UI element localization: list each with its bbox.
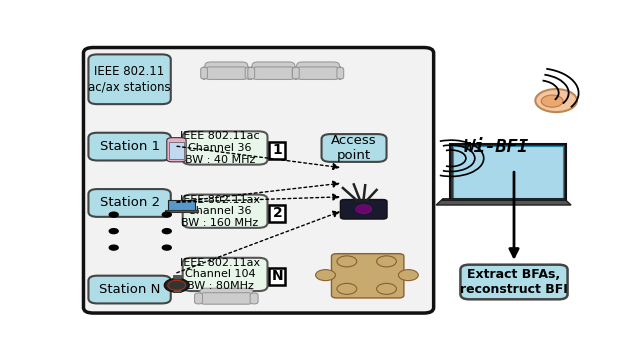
Text: IEEE 802.11ac
Channel 36
BW : 40 MHz: IEEE 802.11ac Channel 36 BW : 40 MHz — [180, 131, 260, 165]
FancyBboxPatch shape — [182, 131, 268, 165]
Polygon shape — [442, 198, 565, 200]
Text: N: N — [271, 270, 284, 283]
FancyBboxPatch shape — [269, 205, 285, 222]
Circle shape — [337, 283, 356, 295]
FancyBboxPatch shape — [340, 200, 387, 219]
Circle shape — [356, 205, 372, 213]
FancyBboxPatch shape — [205, 67, 248, 80]
FancyBboxPatch shape — [460, 265, 568, 299]
Circle shape — [337, 256, 356, 267]
Circle shape — [164, 278, 189, 292]
FancyBboxPatch shape — [195, 293, 202, 304]
Text: Access
point: Access point — [332, 134, 377, 162]
Circle shape — [535, 89, 577, 112]
FancyBboxPatch shape — [205, 62, 248, 70]
Circle shape — [163, 212, 172, 217]
Bar — [173, 275, 180, 279]
Circle shape — [376, 283, 396, 295]
FancyBboxPatch shape — [248, 67, 255, 79]
Text: Station N: Station N — [99, 283, 160, 296]
FancyBboxPatch shape — [332, 254, 404, 298]
FancyBboxPatch shape — [292, 67, 300, 79]
Circle shape — [376, 256, 396, 267]
Circle shape — [316, 270, 335, 281]
Circle shape — [109, 229, 118, 233]
Circle shape — [109, 212, 118, 217]
FancyBboxPatch shape — [88, 133, 171, 161]
Bar — [173, 288, 180, 292]
FancyBboxPatch shape — [201, 67, 207, 79]
FancyBboxPatch shape — [88, 189, 171, 217]
FancyBboxPatch shape — [297, 62, 339, 70]
FancyBboxPatch shape — [337, 67, 344, 79]
FancyBboxPatch shape — [269, 268, 285, 285]
FancyBboxPatch shape — [88, 54, 171, 104]
FancyBboxPatch shape — [83, 47, 434, 313]
Polygon shape — [436, 200, 571, 205]
FancyBboxPatch shape — [200, 288, 253, 295]
Text: 1: 1 — [273, 143, 282, 157]
FancyBboxPatch shape — [182, 258, 268, 291]
FancyBboxPatch shape — [454, 146, 563, 198]
Text: Wi-BFI: Wi-BFI — [464, 138, 529, 156]
FancyBboxPatch shape — [245, 67, 252, 79]
FancyBboxPatch shape — [269, 141, 285, 159]
FancyBboxPatch shape — [168, 200, 195, 211]
FancyBboxPatch shape — [182, 195, 268, 228]
FancyBboxPatch shape — [252, 62, 295, 70]
FancyBboxPatch shape — [450, 144, 566, 200]
Text: Station 2: Station 2 — [100, 196, 159, 210]
FancyBboxPatch shape — [88, 276, 171, 303]
FancyBboxPatch shape — [250, 293, 258, 304]
Text: Station 1: Station 1 — [100, 140, 159, 153]
FancyBboxPatch shape — [321, 134, 387, 162]
Circle shape — [163, 229, 172, 233]
Bar — [165, 210, 198, 212]
FancyBboxPatch shape — [252, 67, 295, 80]
FancyBboxPatch shape — [297, 67, 339, 80]
Circle shape — [399, 270, 419, 281]
Text: IEEE 802.11
ac/ax stations: IEEE 802.11 ac/ax stations — [88, 65, 171, 93]
Circle shape — [109, 245, 118, 250]
Text: 2: 2 — [273, 206, 282, 220]
Text: Extract BFAs,
reconstruct BFI: Extract BFAs, reconstruct BFI — [460, 268, 568, 296]
FancyBboxPatch shape — [169, 142, 184, 159]
Circle shape — [541, 95, 563, 107]
Text: IEEE 802.11ax
Channel 36
BW : 160 MHz: IEEE 802.11ax Channel 36 BW : 160 MHz — [180, 195, 260, 228]
Circle shape — [168, 280, 186, 290]
Text: IEEE 802.11ax
Channel 104
BW : 80MHz: IEEE 802.11ax Channel 104 BW : 80MHz — [180, 258, 260, 291]
Circle shape — [163, 245, 172, 250]
FancyBboxPatch shape — [167, 138, 186, 162]
FancyBboxPatch shape — [292, 67, 299, 79]
FancyBboxPatch shape — [200, 293, 253, 304]
